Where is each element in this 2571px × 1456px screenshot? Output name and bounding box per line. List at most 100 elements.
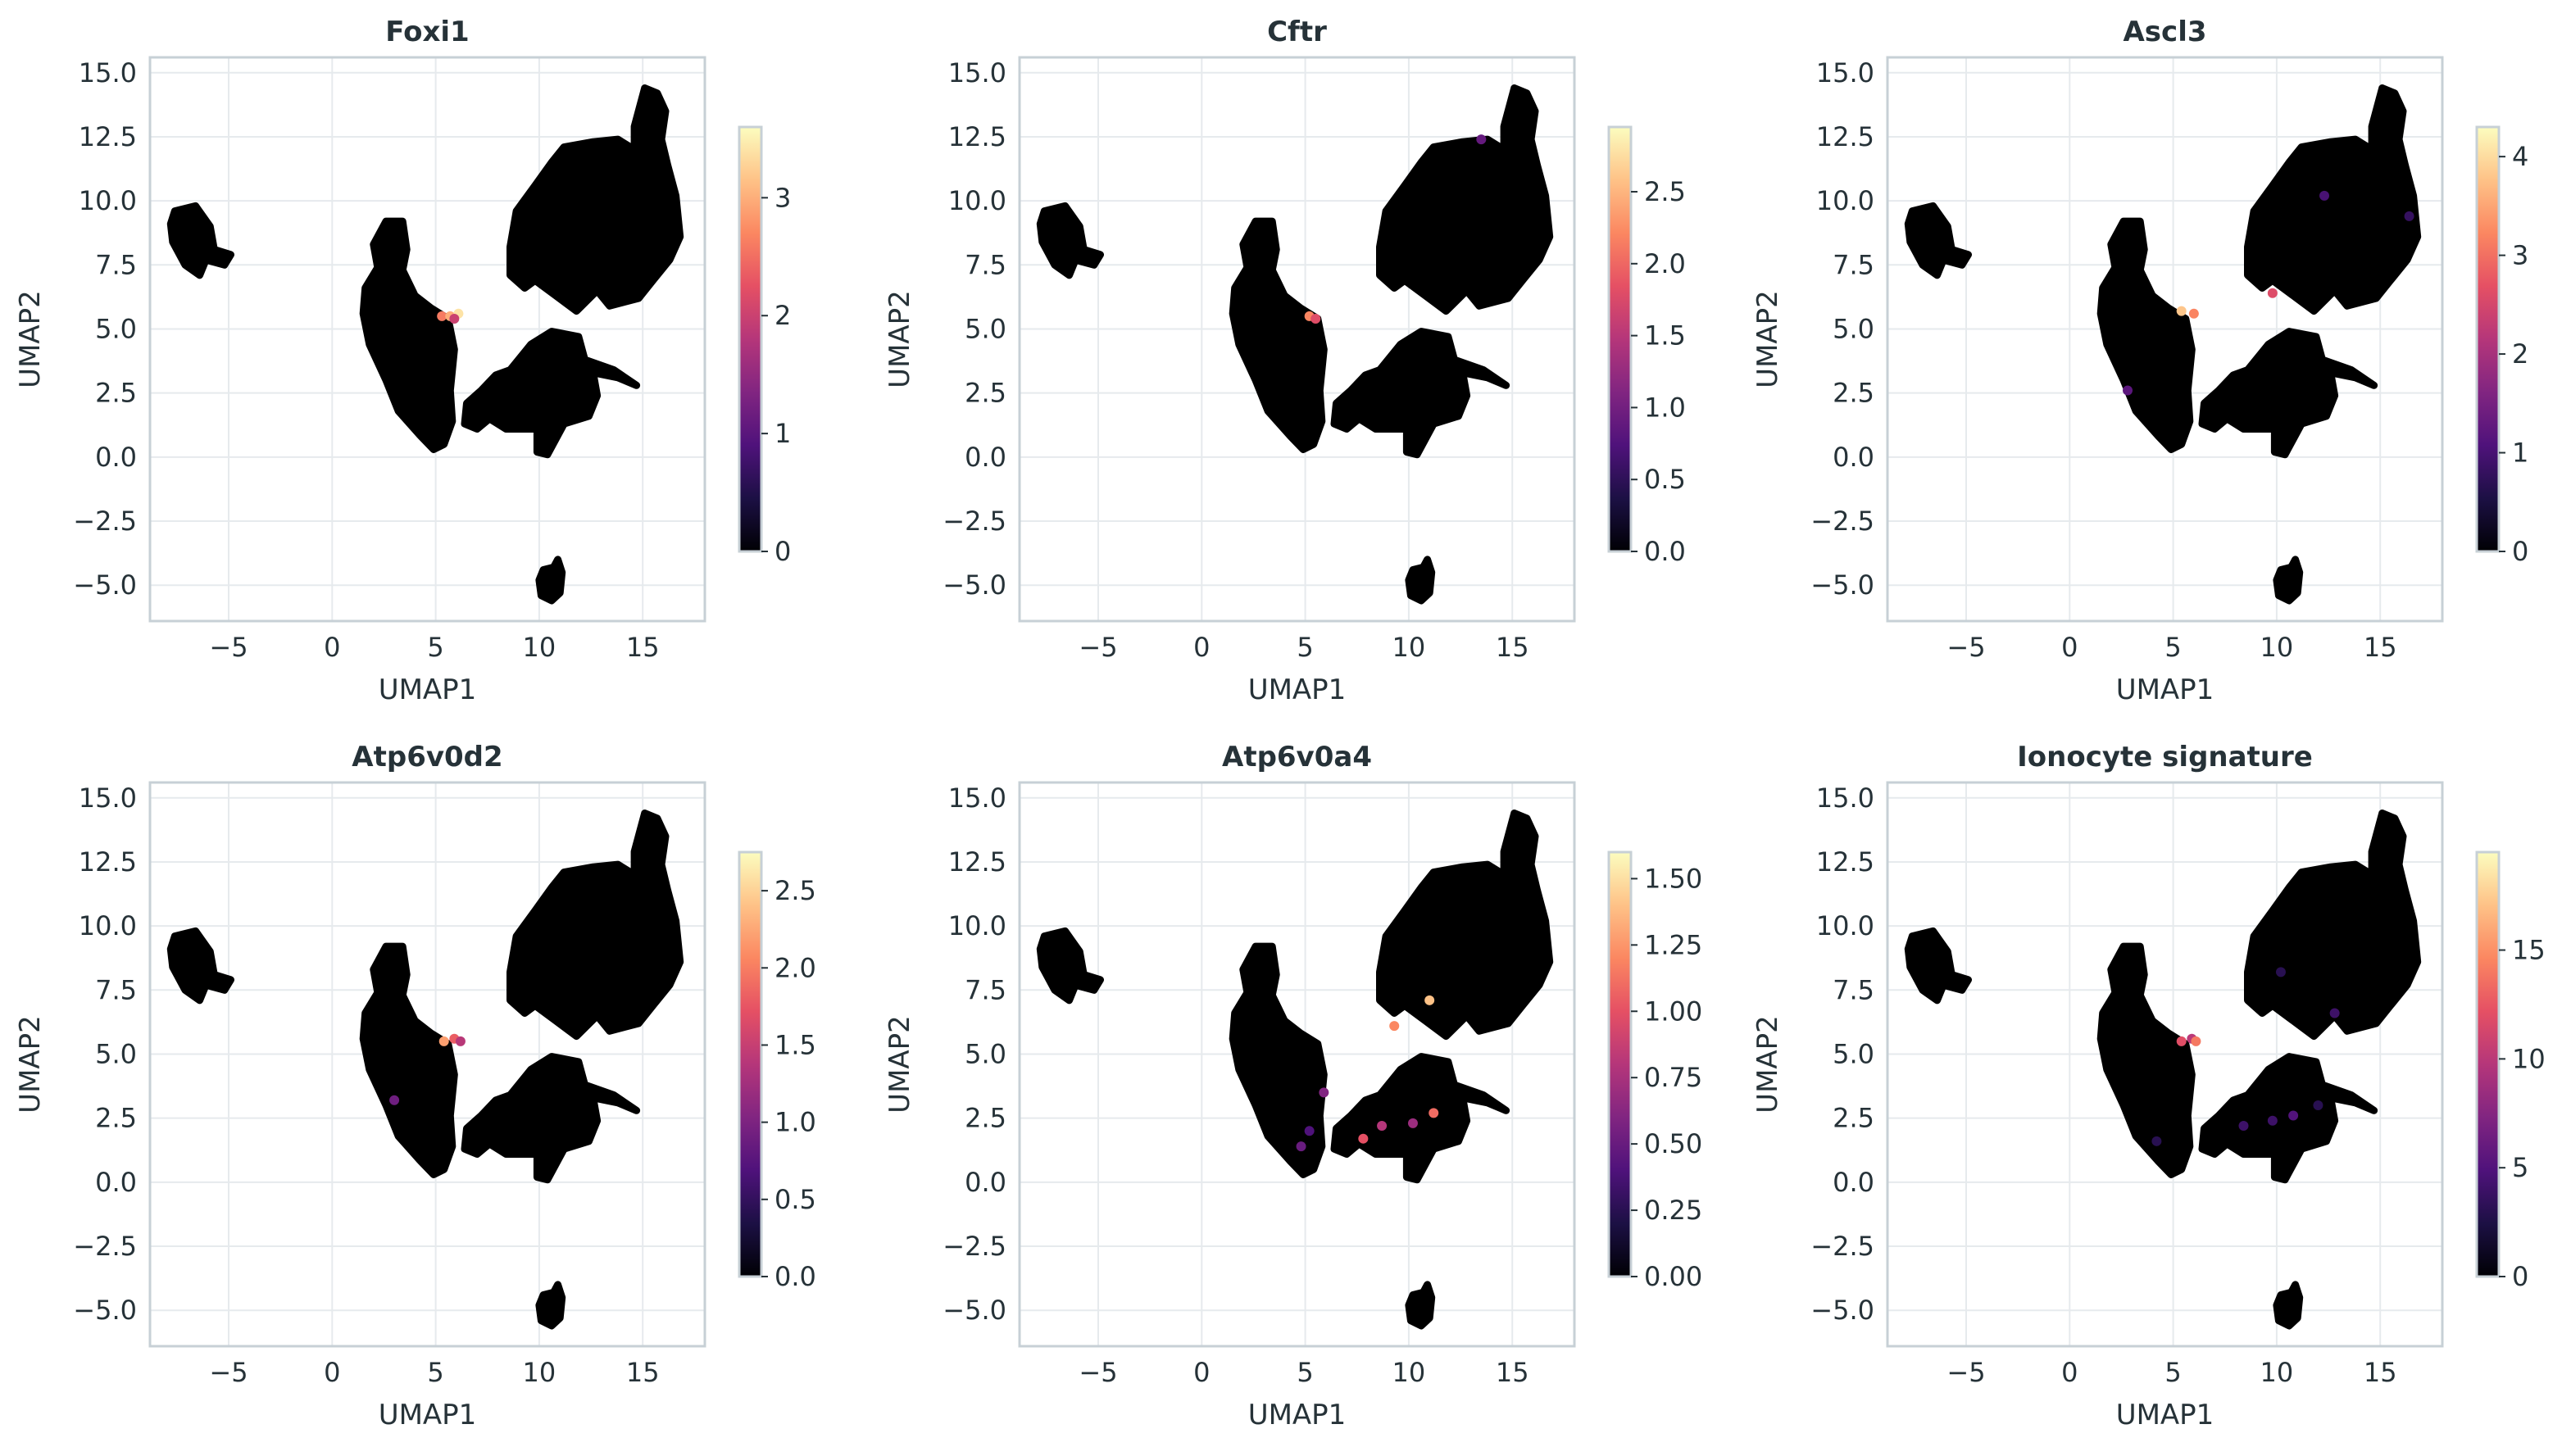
- y-tick-label: 15.0: [1816, 782, 1874, 814]
- x-tick-label: −5: [209, 632, 248, 663]
- y-tick-label: −5.0: [1810, 1295, 1874, 1326]
- expression-point: [2288, 1110, 2299, 1121]
- colorbar-tick-label: 5: [2512, 1152, 2528, 1183]
- x-tick-label: 15: [1496, 632, 1529, 663]
- cluster-right: [506, 84, 684, 315]
- colorbar-tick-label: 0.75: [1644, 1062, 1702, 1093]
- expression-point: [2123, 385, 2133, 396]
- y-tick-label: 5.0: [95, 1038, 137, 1069]
- x-tick-label: 15: [626, 632, 660, 663]
- x-tick-label: 10: [2260, 632, 2294, 663]
- y-tick-label: 2.5: [1833, 378, 1874, 409]
- colorbar-frame: [738, 850, 763, 1278]
- y-tick-label: 12.5: [1816, 846, 1874, 878]
- expression-point: [2267, 1115, 2278, 1126]
- cluster-bottom: [2273, 556, 2304, 605]
- y-tick-label: 5.0: [1833, 313, 1874, 344]
- colorbar-tick-label: 1.5: [1644, 320, 1686, 352]
- x-tick-label: 5: [2164, 1357, 2181, 1388]
- y-tick-label: 5.0: [965, 1038, 1006, 1069]
- x-axis-label: UMAP1: [1248, 674, 1347, 706]
- y-tick-label: 0.0: [95, 442, 137, 473]
- y-tick-label: 0.0: [965, 1167, 1006, 1198]
- colorbar-tick-label: 0.5: [1644, 464, 1686, 495]
- x-tick-label: 5: [1297, 632, 1313, 663]
- x-axis-label: UMAP1: [2116, 674, 2214, 706]
- expression-point: [2151, 1136, 2162, 1146]
- expression-point: [2176, 306, 2187, 316]
- cluster-middle-left: [359, 942, 458, 1178]
- x-tick-label: 0: [324, 1357, 340, 1388]
- x-tick-label: 5: [2164, 632, 2181, 663]
- expression-point: [1407, 1118, 1418, 1128]
- expression-point: [1476, 134, 1487, 145]
- y-tick-label: 10.0: [79, 910, 137, 941]
- expression-point: [438, 1036, 449, 1046]
- y-tick-label: 10.0: [948, 910, 1006, 941]
- y-tick-label: 7.5: [965, 249, 1006, 280]
- cluster-middle-left: [2096, 942, 2196, 1178]
- colorbar-frame: [1607, 850, 1633, 1278]
- expression-point: [437, 311, 447, 321]
- expression-point: [2267, 288, 2278, 298]
- y-tick-label: −5.0: [73, 1295, 137, 1326]
- y-tick-label: 5.0: [965, 313, 1006, 344]
- x-tick-label: 5: [1297, 1357, 1313, 1388]
- x-tick-label: 10: [1392, 632, 1426, 663]
- y-tick-label: 12.5: [1816, 121, 1874, 152]
- colorbar-tick-label: 0.0: [1644, 536, 1686, 567]
- y-tick-label: 2.5: [1833, 1103, 1874, 1134]
- colorbar-tick-label: 4: [2512, 141, 2528, 172]
- colorbar-gradient: [739, 852, 761, 1277]
- panel-title: Ionocyte signature: [2017, 741, 2313, 773]
- expression-point: [455, 1036, 466, 1046]
- y-tick-label: 10.0: [1816, 185, 1874, 216]
- expression-point: [389, 1095, 400, 1105]
- colorbar-tick-label: 1.50: [1644, 863, 1702, 894]
- colorbar: 0.0 0.5 1.0 1.5 2.0 2.5: [738, 850, 816, 1292]
- colorbar-tick-label: 0: [2512, 536, 2528, 567]
- expression-point: [2238, 1121, 2249, 1132]
- y-tick-label: 12.5: [79, 846, 137, 878]
- y-tick-label: 10.0: [79, 185, 137, 216]
- x-tick-label: 15: [1496, 1357, 1529, 1388]
- y-tick-label: 7.5: [1833, 249, 1874, 280]
- y-tick-label: −2.5: [943, 1231, 1006, 1262]
- y-tick-label: 12.5: [948, 846, 1006, 878]
- colorbar-tick-label: 0: [774, 536, 791, 567]
- expression-point: [2191, 1036, 2201, 1046]
- plot-frame: [148, 56, 706, 623]
- panel-title: Atp6v0a4: [1222, 741, 1372, 773]
- cluster-middle-left: [1229, 942, 1328, 1178]
- expression-point: [2313, 1100, 2323, 1111]
- plot-frame: [1886, 781, 2444, 1348]
- colorbar-tick-label: 2.5: [774, 875, 816, 906]
- expression-point: [1389, 1021, 1400, 1032]
- cluster-bottom: [1405, 1281, 1436, 1330]
- expression-point: [449, 313, 460, 324]
- colorbar-tick-label: 2: [2512, 338, 2528, 370]
- y-tick-label: 15.0: [79, 57, 137, 88]
- cluster-middle-left: [1229, 217, 1328, 453]
- cluster-middle-left: [359, 217, 458, 453]
- y-axis-label: UMAP2: [1751, 290, 1784, 388]
- colorbar-tick-label: 1: [774, 418, 791, 449]
- y-tick-label: 12.5: [948, 121, 1006, 152]
- colorbar-tick-label: 0.25: [1644, 1195, 1702, 1226]
- y-tick-label: 2.5: [95, 1103, 137, 1134]
- y-tick-label: 15.0: [948, 782, 1006, 814]
- panel-1: Foxi1−5 0 5 10 15−5.0−2.50.02.55.07.510.012.…: [14, 16, 791, 706]
- y-tick-label: −2.5: [943, 506, 1006, 537]
- colorbar: 0 1 2 3 4: [2475, 125, 2528, 567]
- colorbar-tick-label: 2: [774, 300, 791, 331]
- panel-3: Ascl3−5 0 5 10 15−5.0−2.50.02.55.07.510.012.…: [1751, 16, 2528, 706]
- y-tick-label: 5.0: [1833, 1038, 1874, 1069]
- expression-point: [1429, 1108, 1439, 1118]
- x-tick-label: 10: [523, 1357, 556, 1388]
- expression-point: [2176, 1036, 2187, 1046]
- expression-point: [2329, 1008, 2340, 1018]
- y-tick-label: −2.5: [73, 506, 137, 537]
- colorbar-gradient: [2477, 127, 2499, 551]
- cluster-left: [166, 202, 234, 279]
- cluster-middle-bottom: [461, 328, 641, 459]
